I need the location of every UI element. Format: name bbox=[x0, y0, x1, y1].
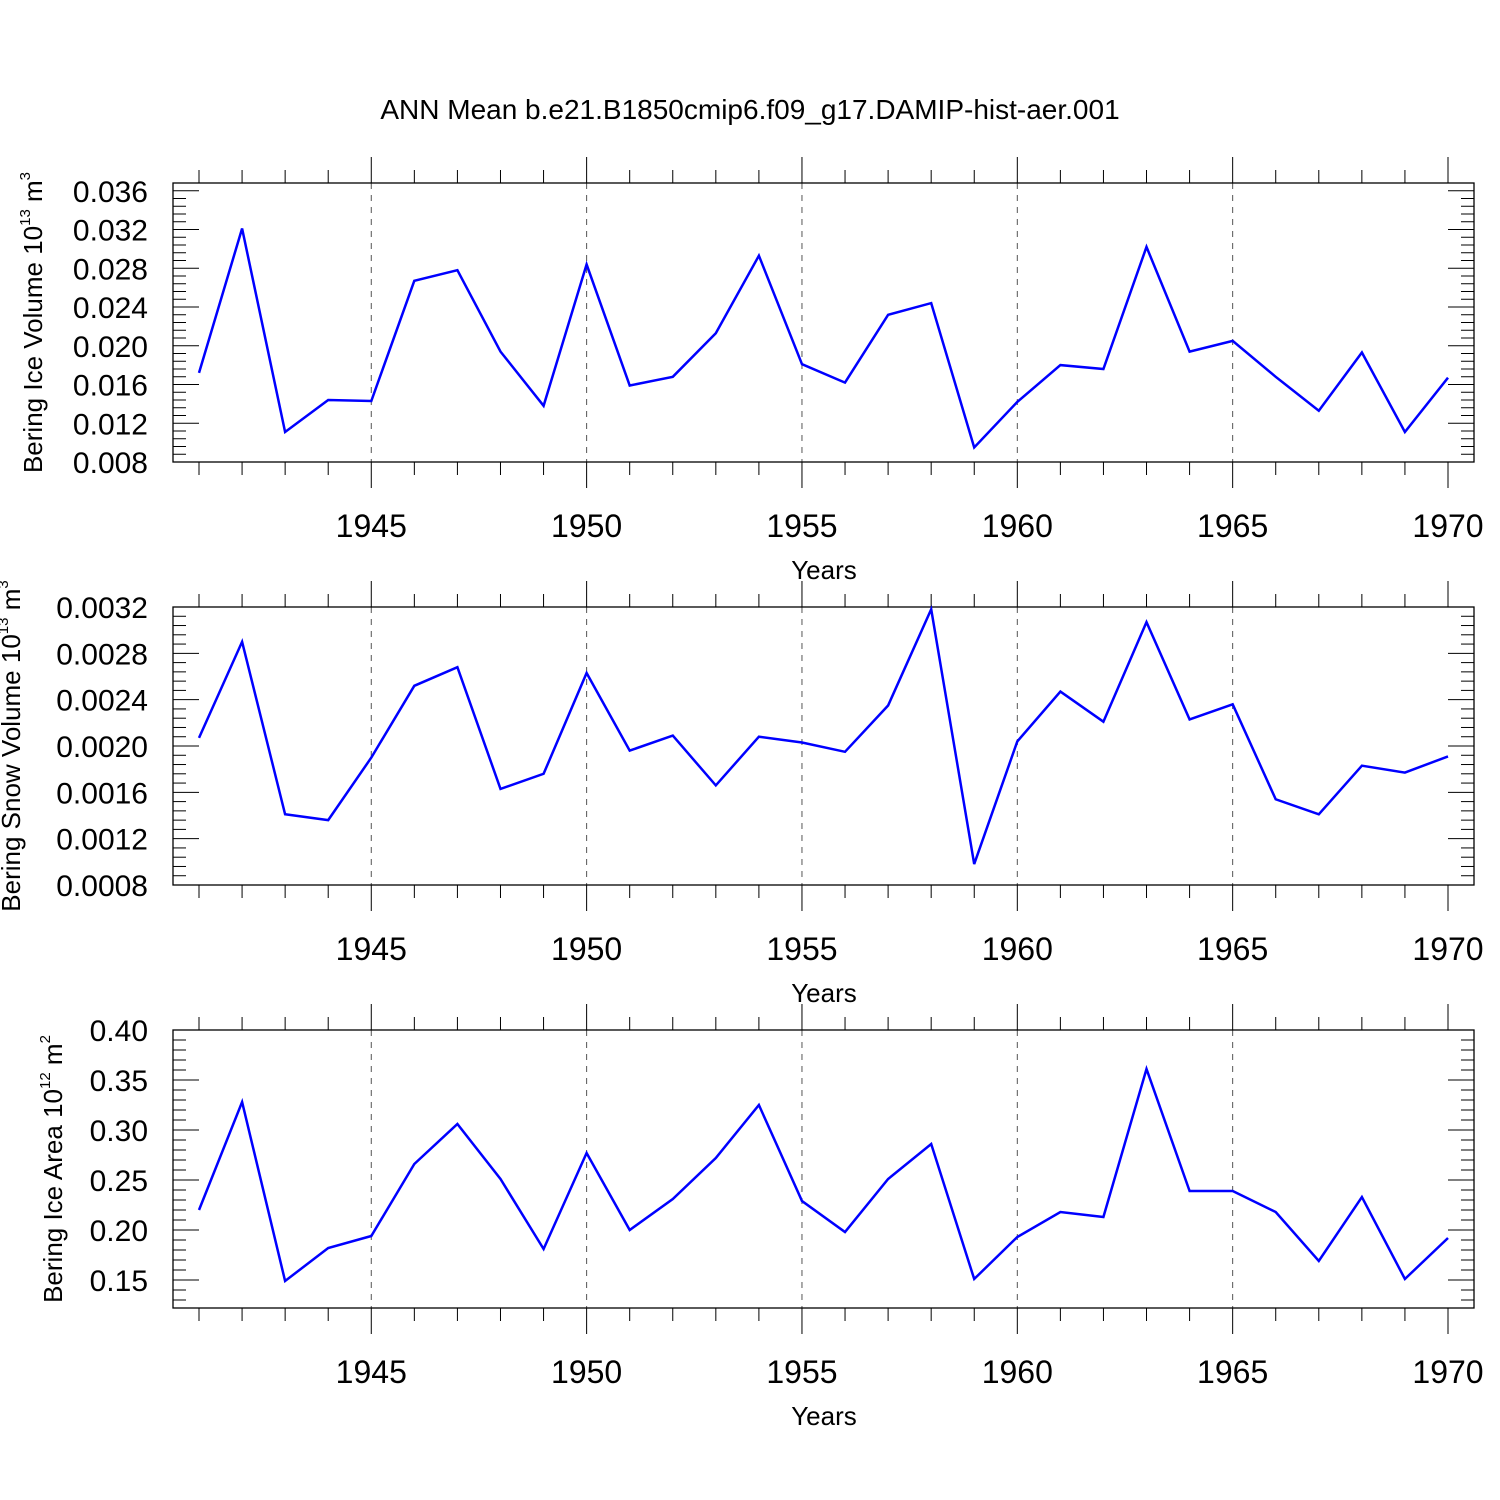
x-tick-label: 1950 bbox=[551, 508, 622, 544]
y-axis-title-unit: m bbox=[18, 180, 48, 209]
x-tick-label: 1950 bbox=[551, 931, 622, 967]
y-axis-title-text: Bering Ice Volume 10 bbox=[18, 226, 48, 473]
x-tick-label: 1965 bbox=[1197, 508, 1268, 544]
x-axis-title: Years bbox=[791, 1401, 857, 1431]
y-axis-title-unit-exponent: 3 bbox=[0, 580, 12, 588]
x-tick-label: 1945 bbox=[336, 508, 407, 544]
x-tick-label: 1955 bbox=[766, 931, 837, 967]
y-tick-label: 0.0012 bbox=[56, 824, 148, 857]
chart-title: ANN Mean b.e21.B1850cmip6.f09_g17.DAMIP-… bbox=[380, 94, 1119, 125]
x-tick-label: 1945 bbox=[336, 931, 407, 967]
x-tick-label: 1960 bbox=[982, 931, 1053, 967]
series-line bbox=[197, 605, 1449, 865]
y-tick-label: 0.0028 bbox=[56, 638, 148, 671]
y-axis-title-text: Bering Ice Area 10 bbox=[38, 1089, 68, 1303]
x-tick-label: 1955 bbox=[766, 1354, 837, 1390]
panel-1: 1945 1950 1955 1960 1965 1970 Years 0.008 0.012 0… bbox=[17, 157, 1484, 585]
y-tick-label: 0.0032 bbox=[56, 592, 148, 625]
y-tick-label: 0.30 bbox=[90, 1115, 148, 1148]
y-axis-title-exponent: 13 bbox=[0, 618, 12, 635]
panels-group: 1945 1950 1955 1960 1965 1970 Years 0.008 0.012 0… bbox=[0, 157, 1484, 1431]
y-tick-label: 0.25 bbox=[90, 1165, 148, 1198]
y-tick-label: 0.0008 bbox=[56, 870, 148, 903]
plot-frame bbox=[172, 1029, 1475, 1309]
panel-3: 1945 1950 1955 1960 1965 1970 Years 0.15 0.20 0.2… bbox=[37, 1004, 1484, 1431]
x-tick-label: 1955 bbox=[766, 508, 837, 544]
x-tick-label: 1965 bbox=[1197, 931, 1268, 967]
panel-2: 1945 1950 1955 1960 1965 1970 Years 0.0008 0.001… bbox=[0, 580, 1484, 1008]
y-axis-title-unit-exponent: 2 bbox=[37, 1035, 54, 1043]
y-axis-title-unit-exponent: 3 bbox=[17, 172, 34, 180]
series-line bbox=[197, 1064, 1449, 1284]
y-tick-label: 0.016 bbox=[73, 370, 148, 403]
x-tick-label: 1945 bbox=[336, 1354, 407, 1390]
y-axis-title: Bering Ice Volume 1013 m3 bbox=[17, 172, 48, 473]
y-tick-label: 0.032 bbox=[73, 215, 148, 248]
plot-frame bbox=[172, 182, 1475, 463]
y-tick-label: 0.024 bbox=[73, 292, 148, 325]
x-tick-label: 1950 bbox=[551, 1354, 622, 1390]
y-tick-label: 0.40 bbox=[90, 1015, 148, 1048]
y-axis-title-exponent: 12 bbox=[37, 1072, 54, 1089]
x-axis-title: Years bbox=[791, 555, 857, 585]
y-tick-label: 0.0020 bbox=[56, 731, 148, 764]
y-tick-label: 0.35 bbox=[90, 1065, 148, 1098]
x-tick-label: 1970 bbox=[1412, 1354, 1483, 1390]
y-axis-title-text: Bering Snow Volume 10 bbox=[0, 634, 26, 912]
series-line bbox=[197, 228, 1449, 450]
x-tick-label: 1965 bbox=[1197, 1354, 1268, 1390]
y-tick-label: 0.15 bbox=[90, 1265, 148, 1298]
y-axis-title: Bering Ice Area 1012 m2 bbox=[37, 1035, 68, 1303]
x-axis-title: Years bbox=[791, 978, 857, 1008]
y-tick-label: 0.008 bbox=[73, 447, 148, 480]
x-tick-label: 1970 bbox=[1412, 931, 1483, 967]
x-tick-label: 1970 bbox=[1412, 508, 1483, 544]
x-tick-label: 1960 bbox=[982, 508, 1053, 544]
y-tick-label: 0.036 bbox=[73, 176, 148, 209]
x-tick-label: 1960 bbox=[982, 1354, 1053, 1390]
y-tick-label: 0.0024 bbox=[56, 685, 148, 718]
y-tick-label: 0.028 bbox=[73, 253, 148, 286]
y-axis-title: Bering Snow Volume 1013 m3 bbox=[0, 580, 26, 911]
y-axis-title-exponent: 13 bbox=[17, 209, 34, 226]
y-tick-label: 0.020 bbox=[73, 331, 148, 364]
y-tick-label: 0.0016 bbox=[56, 777, 148, 810]
y-axis-title-unit: m bbox=[0, 589, 26, 618]
y-axis-title-unit: m bbox=[38, 1043, 68, 1072]
y-tick-label: 0.20 bbox=[90, 1215, 148, 1248]
y-tick-label: 0.012 bbox=[73, 408, 148, 441]
